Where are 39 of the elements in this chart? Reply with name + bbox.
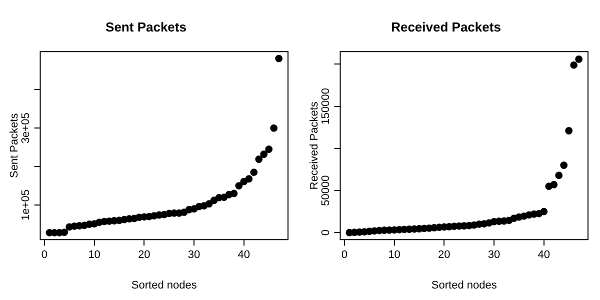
x-tick-label: 10 — [388, 249, 400, 262]
x-tick-label: 0 — [41, 249, 48, 262]
point — [550, 180, 558, 188]
x-tick-label: 40 — [538, 249, 550, 262]
point — [565, 127, 573, 134]
point — [60, 228, 68, 236]
point — [250, 168, 258, 176]
point — [205, 200, 213, 208]
point — [260, 150, 268, 158]
y-tick-label: 50000 — [320, 175, 332, 206]
y-tick-label: 1e+05 — [20, 190, 32, 220]
point — [570, 61, 578, 69]
point — [270, 124, 278, 132]
y-axis-title: Received Packets — [308, 101, 321, 190]
chart-title: Sent Packets — [106, 19, 186, 34]
point — [560, 162, 568, 169]
y-axis-title: Sent Packets — [8, 112, 21, 178]
point — [230, 190, 238, 198]
x-tick-label: 30 — [188, 249, 200, 262]
x-tick-label: 20 — [438, 249, 450, 262]
point — [575, 55, 583, 63]
point — [235, 182, 243, 190]
y-tick-label: 0 — [320, 230, 332, 236]
point — [540, 208, 548, 216]
x-tick-label: 20 — [138, 249, 150, 262]
point — [275, 54, 283, 62]
point — [265, 146, 273, 153]
point — [555, 172, 563, 180]
y-tick-label: 150000 — [320, 88, 332, 125]
x-tick-label: 40 — [238, 249, 250, 262]
point — [245, 175, 253, 183]
chart-title: Received Packets — [391, 19, 501, 34]
x-tick-label: 30 — [488, 249, 500, 262]
x-axis-title: Sorted nodes — [131, 279, 198, 292]
point — [255, 156, 263, 163]
x-tick-label: 0 — [341, 249, 348, 262]
y-tick-label: 3e+05 — [20, 112, 32, 144]
x-tick-label: 10 — [88, 249, 100, 262]
x-axis-title: Sorted nodes — [431, 279, 498, 292]
